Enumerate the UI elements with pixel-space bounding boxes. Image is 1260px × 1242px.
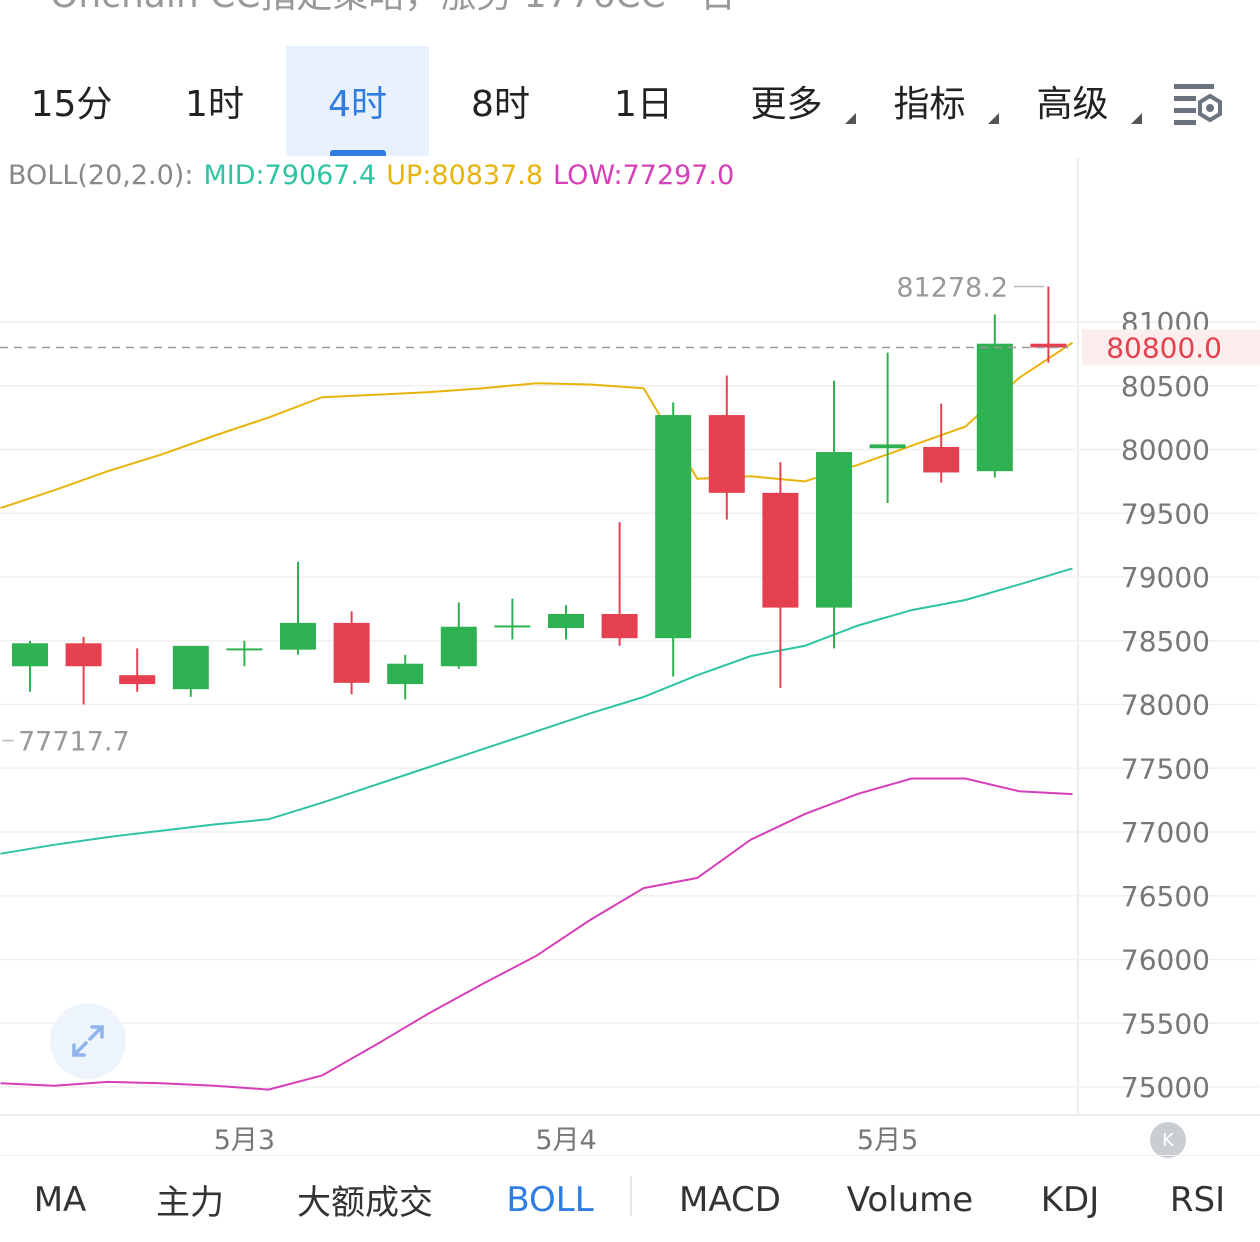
indicator-主力[interactable]: 主力 [156,1183,224,1223]
candle-body [440,626,477,667]
boll-low-line [0,777,1073,1091]
tab-label: 4时 [328,84,387,125]
x-tick-label: 5月4 [535,1125,597,1156]
dropdown-caret-icon [1131,113,1142,124]
y-tick-label: 77000 [1121,816,1210,849]
y-tick-label: 75000 [1121,1071,1210,1104]
tab-5[interactable]: 更多 [715,46,858,156]
indicator-bar: MA 主力 大额成交 BOLL MACD Volume KDJ RSI [0,1155,1260,1242]
candle-body [387,663,424,685]
y-tick-label: 79500 [1121,497,1210,530]
candle-body [655,415,692,639]
candle-body [976,343,1013,472]
indicator-volume[interactable]: Volume [846,1179,974,1220]
indicator-kdj[interactable]: KDJ [1040,1179,1100,1220]
tab-label: 指标 [893,84,966,125]
boll-mid-line [0,567,1073,855]
tab-label: 1时 [185,84,244,125]
y-tick-label: 76000 [1121,944,1210,977]
tab-1[interactable]: 1时 [143,46,286,156]
x-tick-label: 5月5 [856,1125,919,1156]
tab-label: 8时 [471,84,530,125]
candlestick-chart[interactable]: 8100080500800007950079000785007800077500… [0,158,1260,1118]
y-tick-label: 77500 [1121,752,1210,785]
indicator-boll[interactable]: BOLL [506,1179,594,1220]
tab-2[interactable]: 4时 [286,46,429,156]
candle-body [816,452,852,608]
y-tick-label: 80000 [1121,434,1210,467]
boll-legend: BOLL(20,2.0): MID:79067.4 UP:80837.8 LOW:77… [8,160,744,191]
tab-7[interactable]: 高级 [1001,46,1144,156]
dropdown-caret-icon [988,113,999,124]
low-price-label: 77717.7 [18,726,130,757]
chart-settings-icon[interactable] [1170,80,1226,130]
x-tick-label: 5月3 [213,1125,276,1156]
boll-up-line [0,341,1074,510]
candle-body [280,622,316,650]
candle-body [119,675,156,685]
candle-body [65,643,102,667]
y-tick-label: 79000 [1121,561,1210,594]
legend-low: LOW:77297.0 [553,160,735,191]
y-tick-label: 75500 [1121,1007,1210,1040]
candle-body [172,645,209,690]
dropdown-caret-icon [845,113,856,124]
candle-body [923,446,960,473]
candle-body [601,613,638,639]
tab-label: 高级 [1036,84,1109,125]
high-price-label: 81278.2 [896,273,1008,304]
indicator-divider [630,1176,632,1216]
legend-name: BOLL(20,2.0): [8,160,194,191]
indicator-大额成交[interactable]: 大额成交 [297,1183,433,1223]
y-tick-label: 78000 [1121,689,1210,722]
candle-body [12,643,48,667]
current-price-label: 80800.0 [1106,332,1222,365]
y-tick-label: 78500 [1121,625,1210,658]
candle-body [548,613,584,628]
page-title: Onchain CC指定策略，涨势 1776CC · 日 [50,0,736,18]
tab-4[interactable]: 1日 [572,46,715,156]
y-tick-label: 80500 [1121,370,1210,403]
tab-0[interactable]: 15分 [0,46,143,156]
x-axis-labels: 5月3 5月4 5月5 [0,1118,1260,1156]
tab-3[interactable]: 8时 [429,46,572,156]
candle-body [1030,343,1067,348]
candle-body [494,625,531,628]
indicator-ma[interactable]: MA [33,1179,87,1220]
candle-body [226,648,263,651]
timeframe-tabs: 15分 1时 4时 8时 1日 更多 指标 高级 [0,46,1260,156]
tab-6[interactable]: 指标 [858,46,1001,156]
reset-to-latest-icon[interactable]: K [1150,1122,1186,1158]
current-price-tag-bg [1082,329,1260,366]
indicator-rsi[interactable]: RSI [1169,1179,1226,1220]
indicator-macd[interactable]: MACD [679,1179,781,1220]
candle-body [869,444,906,449]
y-tick-label: 76500 [1121,880,1210,913]
reset-glyph: K [1162,1129,1174,1151]
expand-arrows-icon[interactable] [50,1003,126,1079]
legend-mid: MID:79067.4 [203,160,377,191]
legend-up: UP:80837.8 [386,160,544,191]
active-tab-indicator [329,150,386,156]
tab-label: 15分 [30,84,113,125]
candle-body [333,622,370,683]
candle-body [762,492,799,608]
candle-body [708,415,745,493]
tab-label: 1日 [614,84,673,125]
tab-label: 更多 [750,84,823,125]
